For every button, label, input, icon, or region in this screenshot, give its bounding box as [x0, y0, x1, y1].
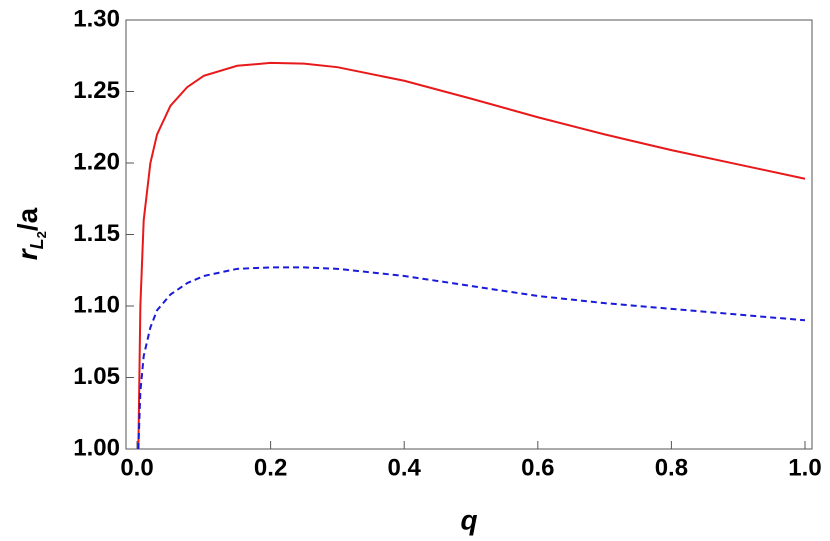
y-tick-label: 1.00: [73, 434, 120, 461]
y-label-subsubscript: 2: [34, 231, 49, 238]
y-label-subscript: L: [27, 238, 47, 249]
y-tick-label: 1.25: [73, 77, 120, 104]
y-tick-label: 1.20: [73, 148, 120, 175]
x-tick-label: 0.6: [521, 454, 554, 481]
plot-frame: [125, 19, 813, 450]
y-label-symbol: r: [12, 247, 43, 260]
y-axis-label-text: rL2/a: [12, 207, 49, 260]
y-axis-label: rL2/a: [12, 207, 49, 260]
y-tick-label: 1.10: [73, 291, 120, 318]
y-tick-label: 1.05: [73, 363, 120, 390]
y-tick-label: 1.15: [73, 220, 120, 247]
series-line: [137, 61, 806, 450]
y-tick-label: 1.30: [73, 5, 120, 32]
x-tick-label: 0.4: [388, 454, 422, 481]
x-tick-label: 0.2: [254, 454, 287, 481]
x-axis-label: q: [460, 504, 477, 535]
x-tick-label: 0.0: [120, 454, 153, 481]
x-tick-label: 0.8: [655, 454, 688, 481]
series-line: [137, 266, 806, 450]
y-label-suffix: /a: [12, 207, 43, 231]
x-tick-label: 1.0: [788, 454, 821, 481]
